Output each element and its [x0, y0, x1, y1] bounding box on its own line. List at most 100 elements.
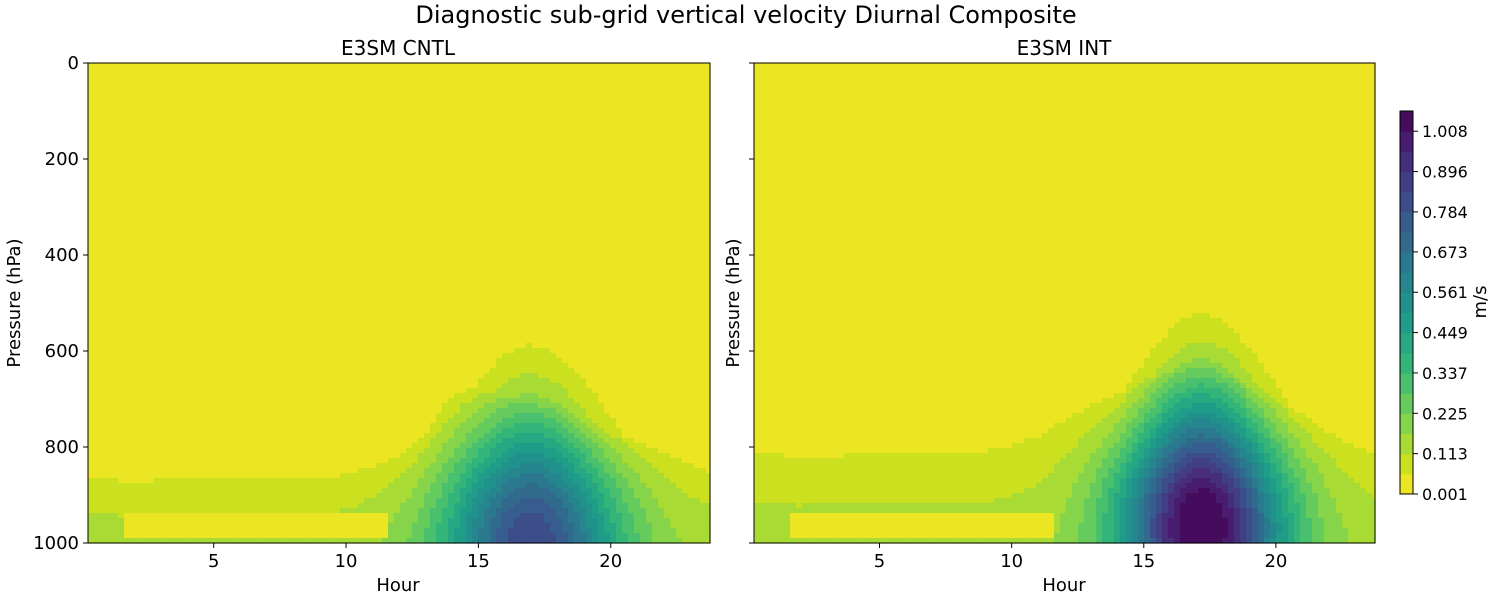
panel-cntl-contour-cell [706, 88, 711, 94]
panel-cntl-contour-cell [304, 203, 311, 209]
panel-cntl-contour-cell [178, 263, 185, 269]
panel-cntl-contour-cell [382, 233, 389, 239]
panel-cntl-contour-cell [148, 188, 155, 194]
panel-cntl-contour-cell [202, 168, 209, 174]
panel-cntl-contour-cell [430, 238, 437, 244]
panel-cntl-contour-cell [298, 133, 305, 139]
panel-cntl-contour-cell [184, 218, 191, 224]
panel-cntl-contour-cell [568, 83, 575, 89]
panel-cntl-contour-cell [436, 218, 443, 224]
panel-cntl-contour-cell [454, 63, 461, 69]
panel-cntl-contour-cell [262, 213, 269, 219]
panel-cntl-contour-cell [694, 208, 701, 214]
panel-cntl-contour-cell [508, 203, 515, 209]
panel-cntl-contour-cell [388, 183, 395, 189]
panel-cntl-contour-cell [430, 248, 437, 254]
panel-cntl-contour-cell [418, 263, 425, 269]
panel-cntl-contour-cell [382, 193, 389, 199]
panel-cntl-contour-cell [130, 248, 137, 254]
panel-cntl-contour-cell [400, 113, 407, 119]
panel-cntl-contour-cell [160, 138, 167, 144]
panel-cntl-contour-cell [298, 138, 305, 144]
panel-cntl-contour-cell [484, 158, 491, 164]
panel-cntl-contour-cell [190, 293, 197, 299]
panel-cntl-contour-cell [100, 258, 107, 264]
panel-cntl-contour-cell [580, 68, 587, 74]
panel-cntl-contour-cell [670, 158, 677, 164]
panel-cntl-contour-cell [382, 93, 389, 99]
panel-cntl-contour-cell [172, 88, 179, 94]
panel-cntl-contour-cell [688, 198, 695, 204]
panel-cntl-contour-cell [148, 273, 155, 279]
panel-cntl-contour-cell [436, 213, 443, 219]
panel-cntl-contour-cell [178, 73, 185, 79]
panel-cntl-contour-cell [232, 98, 239, 104]
panel-cntl-contour-cell [334, 63, 341, 69]
panel-cntl-contour-cell [382, 258, 389, 264]
panel-cntl-contour-cell [544, 78, 551, 84]
panel-cntl-contour-cell [250, 173, 257, 179]
panel-cntl-contour-cell [634, 143, 641, 149]
panel-cntl-contour-cell [274, 143, 281, 149]
panel-cntl-contour-cell [304, 298, 311, 304]
panel-cntl-contour-cell [220, 63, 227, 69]
panel-cntl-contour-cell [544, 198, 551, 204]
panel-cntl-contour-cell [106, 248, 113, 254]
panel-cntl-contour-cell [532, 253, 539, 259]
panel-cntl-contour-cell [196, 218, 203, 224]
panel-cntl-contour-cell [238, 268, 245, 274]
panel-cntl-contour-cell [568, 93, 575, 99]
panel-cntl-contour-cell [466, 178, 473, 184]
panel-cntl-contour-cell [694, 98, 701, 104]
panel-cntl-contour-cell [232, 158, 239, 164]
panel-cntl-contour-cell [340, 98, 347, 104]
panel-cntl-contour-cell [202, 208, 209, 214]
panel-cntl-contour-cell [538, 73, 545, 79]
panel-cntl-contour-cell [166, 178, 173, 184]
panel-cntl-contour-cell [484, 78, 491, 84]
panel-cntl-contour-cell [172, 78, 179, 84]
panel-cntl-contour-cell [538, 213, 545, 219]
panel-cntl-contour-cell [532, 148, 539, 154]
panel-cntl-contour-cell [370, 223, 377, 229]
panel-cntl-contour-cell [490, 128, 497, 134]
panel-cntl-contour-cell [646, 273, 653, 279]
panel-cntl-contour-cell [124, 298, 131, 304]
panel-cntl-contour-cell [340, 128, 347, 134]
panel-cntl-contour-cell [412, 138, 419, 144]
panel-cntl-contour-cell [436, 233, 443, 239]
panel-cntl-contour-cell [448, 178, 455, 184]
panel-cntl-contour-cell [88, 273, 95, 279]
panel-cntl-contour-cell [280, 163, 287, 169]
panel-cntl-contour-cell [226, 68, 233, 74]
panel-cntl-contour-cell [502, 168, 509, 174]
panel-cntl-contour-cell [142, 123, 149, 129]
panel-cntl-contour-cell [148, 238, 155, 244]
panel-cntl-contour-cell [172, 128, 179, 134]
panel-cntl-contour-cell [382, 223, 389, 229]
panel-cntl-contour-cell [682, 108, 689, 114]
panel-cntl-contour-cell [136, 108, 143, 114]
panel-cntl-contour-cell [208, 88, 215, 94]
panel-cntl-contour-cell [484, 253, 491, 259]
panel-cntl-contour-cell [700, 163, 707, 169]
panel-cntl-contour-cell [706, 278, 711, 284]
panel-cntl-contour-cell [154, 78, 161, 84]
panel-cntl-contour-cell [640, 153, 647, 159]
panel-cntl-contour-cell [250, 113, 257, 119]
panel-cntl-contour-cell [436, 163, 443, 169]
panel-cntl-contour-cell [316, 223, 323, 229]
panel-cntl-contour-cell [634, 268, 641, 274]
panel-cntl-contour-cell [502, 133, 509, 139]
panel-cntl-contour-cell [658, 228, 665, 234]
panel-cntl-contour-cell [178, 93, 185, 99]
panel-cntl-contour-cell [112, 288, 119, 294]
panel-cntl-contour-cell [634, 63, 641, 69]
panel-cntl-contour-cell [130, 113, 137, 119]
panel-cntl-contour-cell [502, 153, 509, 159]
panel-cntl-contour-cell [592, 223, 599, 229]
panel-cntl-contour-cell [154, 68, 161, 74]
panel-cntl-contour-cell [202, 98, 209, 104]
panel-cntl-contour-cell [268, 173, 275, 179]
panel-cntl-contour-cell [694, 238, 701, 244]
